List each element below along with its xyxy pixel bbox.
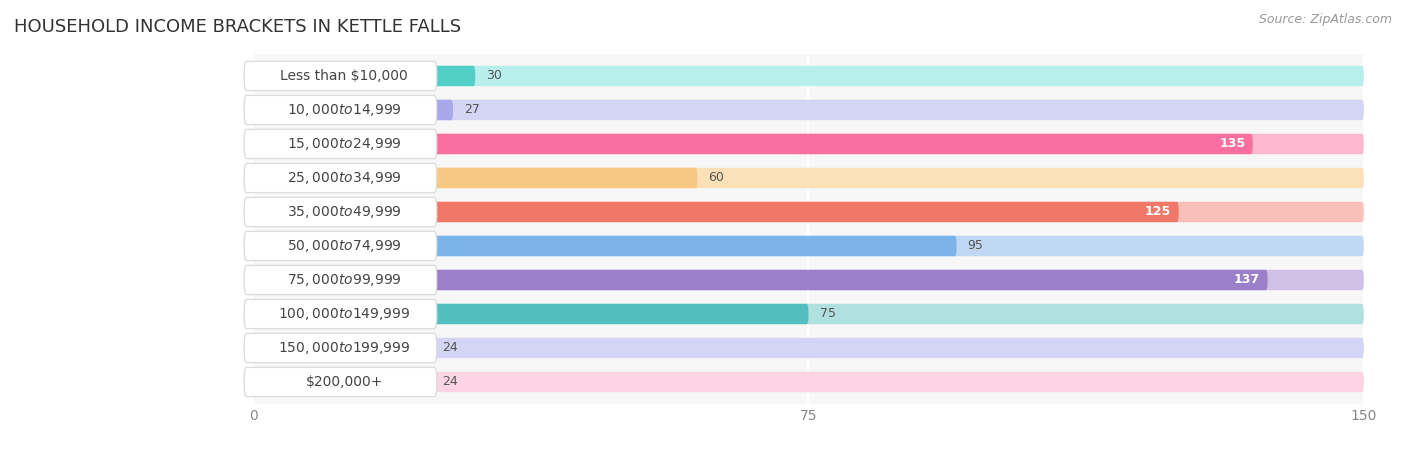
Text: 24: 24 [441,375,458,388]
FancyBboxPatch shape [245,367,437,396]
FancyBboxPatch shape [253,338,430,358]
Text: Less than $10,000: Less than $10,000 [280,69,408,83]
FancyBboxPatch shape [253,202,1364,222]
FancyBboxPatch shape [245,333,437,363]
FancyBboxPatch shape [253,304,1364,324]
FancyBboxPatch shape [253,134,1253,154]
FancyBboxPatch shape [253,168,1364,188]
Text: $75,000 to $99,999: $75,000 to $99,999 [287,272,402,288]
FancyBboxPatch shape [253,134,1364,154]
Text: 137: 137 [1234,273,1260,286]
Text: $100,000 to $149,999: $100,000 to $149,999 [278,306,411,322]
FancyBboxPatch shape [253,66,1364,86]
Text: 135: 135 [1219,137,1246,150]
FancyBboxPatch shape [245,231,437,260]
Text: 75: 75 [820,308,835,321]
FancyBboxPatch shape [253,168,697,188]
Text: $15,000 to $24,999: $15,000 to $24,999 [287,136,402,152]
FancyBboxPatch shape [253,100,453,120]
Text: 125: 125 [1144,206,1171,219]
FancyBboxPatch shape [245,62,437,91]
Text: $50,000 to $74,999: $50,000 to $74,999 [287,238,402,254]
FancyBboxPatch shape [253,338,1364,358]
FancyBboxPatch shape [253,270,1268,290]
FancyBboxPatch shape [245,95,437,125]
FancyBboxPatch shape [253,236,1364,256]
Text: $150,000 to $199,999: $150,000 to $199,999 [278,340,411,356]
FancyBboxPatch shape [245,299,437,329]
FancyBboxPatch shape [245,163,437,193]
FancyBboxPatch shape [253,66,475,86]
Text: 60: 60 [709,172,724,185]
Text: $10,000 to $14,999: $10,000 to $14,999 [287,102,402,118]
Text: $200,000+: $200,000+ [305,375,382,389]
Text: HOUSEHOLD INCOME BRACKETS IN KETTLE FALLS: HOUSEHOLD INCOME BRACKETS IN KETTLE FALL… [14,18,461,36]
FancyBboxPatch shape [253,270,1364,290]
FancyBboxPatch shape [245,198,437,227]
Text: 24: 24 [441,342,458,355]
FancyBboxPatch shape [253,100,1364,120]
Text: $25,000 to $34,999: $25,000 to $34,999 [287,170,402,186]
FancyBboxPatch shape [245,265,437,295]
Text: 95: 95 [967,239,984,252]
Text: $35,000 to $49,999: $35,000 to $49,999 [287,204,402,220]
FancyBboxPatch shape [253,372,430,392]
FancyBboxPatch shape [253,202,1178,222]
FancyBboxPatch shape [253,372,1364,392]
Text: 27: 27 [464,103,479,116]
Text: 30: 30 [486,70,502,83]
FancyBboxPatch shape [245,129,437,158]
FancyBboxPatch shape [253,304,808,324]
Text: Source: ZipAtlas.com: Source: ZipAtlas.com [1258,13,1392,26]
FancyBboxPatch shape [253,236,956,256]
